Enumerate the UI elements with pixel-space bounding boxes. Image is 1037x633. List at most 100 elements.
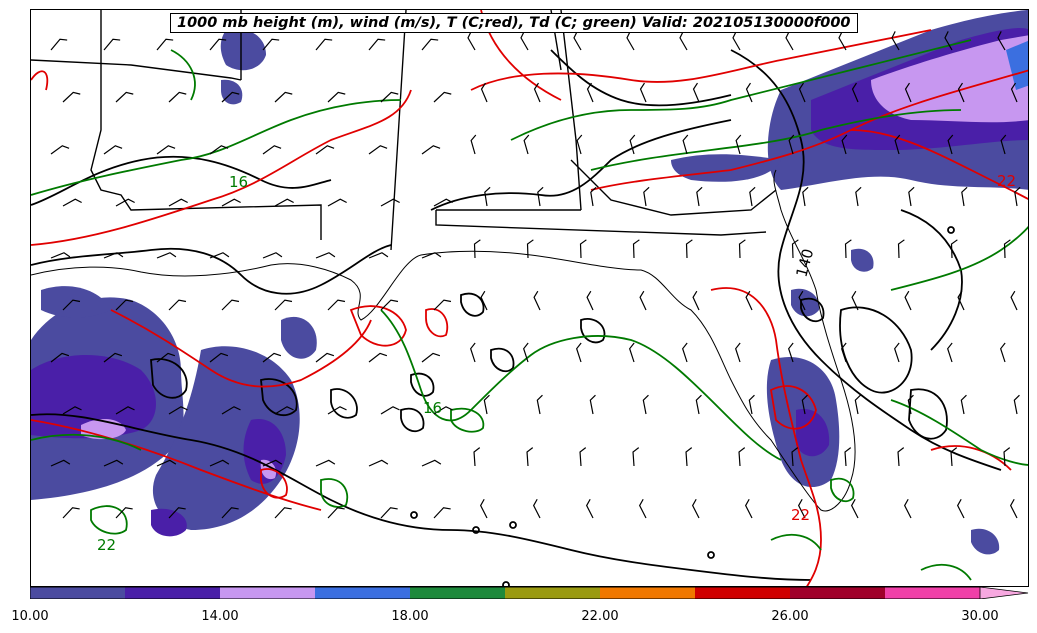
wind-barb [209, 459, 230, 467]
wind-barb [209, 252, 230, 259]
wind-barb [891, 31, 900, 51]
wind-barb [1000, 134, 1007, 155]
wind-barb [433, 91, 452, 103]
wind-barb [421, 459, 442, 467]
wind-barb [903, 498, 912, 519]
wind-barb [695, 394, 702, 415]
wind-barb [156, 38, 174, 51]
wind-barb [586, 290, 594, 311]
wind-barb [682, 342, 688, 363]
wind-barb [62, 299, 81, 311]
wind-barb [156, 252, 177, 259]
wind-barb [480, 82, 488, 103]
wind-barb [629, 134, 636, 155]
wind-barb [168, 91, 187, 103]
wind-barb [368, 145, 388, 155]
wind-barb [315, 459, 336, 467]
wind-barb [904, 290, 912, 311]
colorbar-segment [790, 587, 885, 599]
wind-barb [526, 447, 534, 467]
temperature-contours [31, 10, 1028, 586]
wind-barb [579, 447, 587, 467]
wind-barb [801, 394, 808, 415]
colorbar [30, 587, 1029, 599]
td-label-22-sw: 22 [97, 536, 116, 554]
wind-barb [851, 82, 859, 103]
wind-barb [685, 447, 693, 467]
t-label-22-ne: 22 [997, 172, 1016, 190]
wind-barb [785, 31, 794, 51]
wind-barb [1010, 290, 1018, 311]
wind-barb [62, 507, 80, 519]
wind-barb [467, 31, 476, 51]
wind-barb [798, 82, 806, 103]
wind-barb [590, 186, 597, 207]
wind-barb [854, 394, 861, 415]
wind-barb [745, 290, 753, 311]
wind-barb [274, 91, 293, 103]
wind-barb [479, 498, 488, 519]
wind-barb [156, 459, 177, 467]
wind-barb [526, 239, 534, 259]
wind-barb [850, 498, 859, 519]
colorbar-extend-arrow [979, 587, 1029, 599]
wind-barb [682, 134, 689, 155]
wind-barb [586, 82, 594, 103]
wind-barb [947, 134, 954, 155]
wind-barb [788, 342, 794, 363]
wind-barb [262, 459, 283, 467]
wind-barb [944, 31, 953, 51]
wind-barb [262, 252, 283, 259]
wind-barb [957, 290, 965, 311]
wind-barb [221, 406, 241, 415]
colorbar-segment [695, 587, 790, 599]
wind-barb [221, 91, 240, 103]
wind-barb [274, 507, 292, 519]
wind-barb [327, 91, 346, 103]
wind-barb [947, 342, 953, 363]
wind-barb [851, 290, 859, 311]
wind-barb [589, 394, 596, 415]
wind-barb [894, 134, 901, 155]
wind-barb [209, 38, 227, 51]
wind-barb [168, 406, 188, 415]
colorbar-tick-10: 10.00 [11, 609, 49, 624]
wind-barb [50, 38, 68, 51]
wind-barb [368, 38, 386, 51]
wind-barb [1013, 394, 1020, 415]
wind-barb [950, 239, 958, 259]
wind-barb [473, 239, 481, 259]
wind-barb [50, 145, 70, 155]
wind-barb [732, 31, 741, 51]
wind-barb [115, 299, 134, 311]
wind-barb [844, 447, 852, 467]
colorbar-tick-22: 22.00 [581, 609, 619, 624]
wind-barb [115, 91, 134, 103]
wind-barb [692, 82, 700, 103]
wind-barb [1003, 447, 1011, 467]
wind-barb [961, 186, 968, 207]
wind-barb [523, 342, 529, 363]
wind-barb [629, 342, 635, 363]
height-label-140: 140 [792, 247, 817, 279]
wind-barb [327, 406, 347, 415]
wind-barb [692, 290, 700, 311]
wind-barb [262, 352, 282, 363]
wind-barbs [50, 31, 1021, 519]
wind-barb [749, 186, 756, 207]
wind-barb [115, 507, 133, 519]
wind-barb [62, 91, 81, 103]
wind-barb [639, 290, 647, 311]
wind-barb [380, 91, 399, 103]
wind-barb [997, 31, 1006, 51]
wind-barb [380, 507, 398, 519]
wind-barb [532, 498, 541, 519]
wind-barb [844, 239, 852, 259]
state-borders [31, 10, 777, 251]
wind-barb [473, 447, 481, 467]
wind-barb [315, 352, 335, 363]
weather-map: 16 16 22 22 22 140 [30, 9, 1029, 587]
td-label-16-gulf: 16 [423, 399, 442, 417]
wind-barb [904, 82, 912, 103]
wind-barb [62, 406, 82, 415]
